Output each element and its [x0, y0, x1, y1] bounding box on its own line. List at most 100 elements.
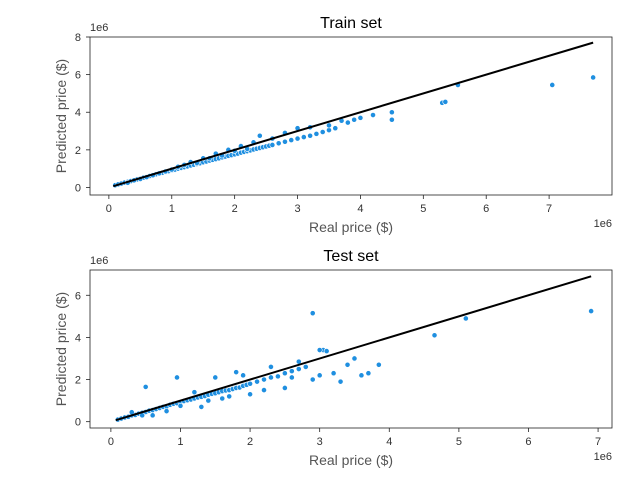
y-tick-label: 4 [75, 332, 81, 344]
x-tick-label: 6 [525, 436, 531, 448]
y-tick-label: 0 [75, 182, 81, 194]
data-point [337, 378, 344, 385]
data-point [442, 98, 449, 105]
data-point [388, 109, 395, 116]
data-point [226, 393, 233, 400]
data-point [240, 372, 247, 379]
data-point [462, 315, 469, 322]
data-point [588, 308, 595, 314]
data-point [323, 348, 330, 355]
chart-title: Test set [323, 248, 379, 265]
data-point [300, 134, 307, 140]
data-point [281, 385, 288, 391]
x-tick-label: 5 [420, 203, 426, 215]
y-axis-label: Predicted price ($) [53, 59, 69, 173]
y-multiplier-label: 1e6 [90, 255, 108, 267]
data-point [219, 395, 226, 402]
data-point [275, 140, 282, 147]
data-point [302, 364, 309, 370]
fit-line [112, 41, 594, 188]
data-point [358, 372, 365, 379]
y-axis-label: Predicted price ($) [53, 292, 69, 406]
data-point [269, 142, 276, 148]
x-tick-label: 6 [483, 203, 489, 215]
data-point [332, 125, 339, 132]
data-point [330, 370, 337, 377]
chart-title: Train set [320, 15, 382, 32]
data-point [288, 374, 295, 381]
data-point [233, 369, 240, 376]
x-tick-label: 2 [232, 203, 238, 215]
data-point [256, 132, 263, 139]
x-axis-label: Real price ($) [309, 219, 393, 235]
data-point [247, 391, 253, 398]
y-tick-label: 0 [75, 417, 81, 429]
data-point [174, 374, 180, 381]
y-tick-label: 2 [75, 375, 81, 387]
y-tick-label: 8 [75, 32, 81, 44]
data-point [351, 116, 358, 123]
data-point [142, 384, 149, 390]
data-point [212, 374, 219, 381]
data-point [375, 361, 382, 368]
x-tick-label: 5 [456, 436, 462, 448]
data-point [309, 310, 316, 317]
data-point [351, 355, 358, 362]
data-point [431, 332, 438, 339]
data-point [275, 373, 281, 380]
data-point [288, 137, 295, 143]
data-point [261, 387, 267, 393]
x-tick-label: 3 [294, 203, 300, 215]
data-point [247, 380, 253, 387]
data-point [268, 364, 274, 370]
x-tick-label: 1 [169, 203, 175, 215]
data-point [163, 408, 170, 415]
data-point [316, 372, 323, 379]
data-point [344, 361, 351, 368]
x-tick-label: 7 [546, 203, 552, 215]
data-point [316, 347, 323, 353]
data-point [288, 368, 295, 375]
data-point [388, 116, 395, 123]
data-point [309, 376, 316, 383]
x-tick-label: 4 [357, 203, 363, 215]
x-tick-label: 0 [108, 436, 114, 448]
data-point [326, 122, 332, 129]
y-tick-label: 6 [75, 290, 81, 302]
data-point [357, 114, 364, 121]
data-point [205, 397, 212, 404]
data-point [313, 130, 320, 137]
x-tick-label: 3 [317, 436, 323, 448]
train-set-chart: Train set 0 1 2 3 4 5 6 7 0 2 4 6 8 1e6 1e6 Real price (… [53, 15, 613, 235]
data-point [590, 74, 597, 81]
x-tick-label: 4 [386, 436, 392, 448]
data-point [365, 370, 372, 377]
y-tick-label: 6 [75, 70, 81, 82]
data-point [295, 366, 302, 372]
x-multiplier-label: 1e6 [594, 451, 612, 463]
y-multiplier-label: 1e6 [90, 22, 108, 34]
y-tick-label: 2 [75, 145, 81, 157]
x-tick-label: 2 [247, 436, 253, 448]
plot-frame [89, 36, 613, 196]
y-tick-label: 4 [75, 107, 81, 119]
x-tick-label: 0 [106, 203, 112, 215]
data-point [294, 135, 301, 142]
data-point [319, 129, 326, 135]
x-tick-label: 7 [595, 436, 601, 448]
data-point [307, 132, 314, 139]
fit-line [115, 275, 592, 422]
data-point [191, 389, 198, 396]
x-tick-label: 1 [177, 436, 183, 448]
data-point [549, 82, 556, 88]
data-point [149, 412, 156, 419]
data-point [198, 404, 205, 410]
data-point [344, 119, 351, 126]
x-multiplier-label: 1e6 [594, 218, 612, 230]
data-point [282, 138, 288, 145]
data-point [254, 378, 260, 385]
data-point [370, 112, 376, 118]
data-point [268, 374, 274, 381]
data-point [261, 376, 267, 383]
